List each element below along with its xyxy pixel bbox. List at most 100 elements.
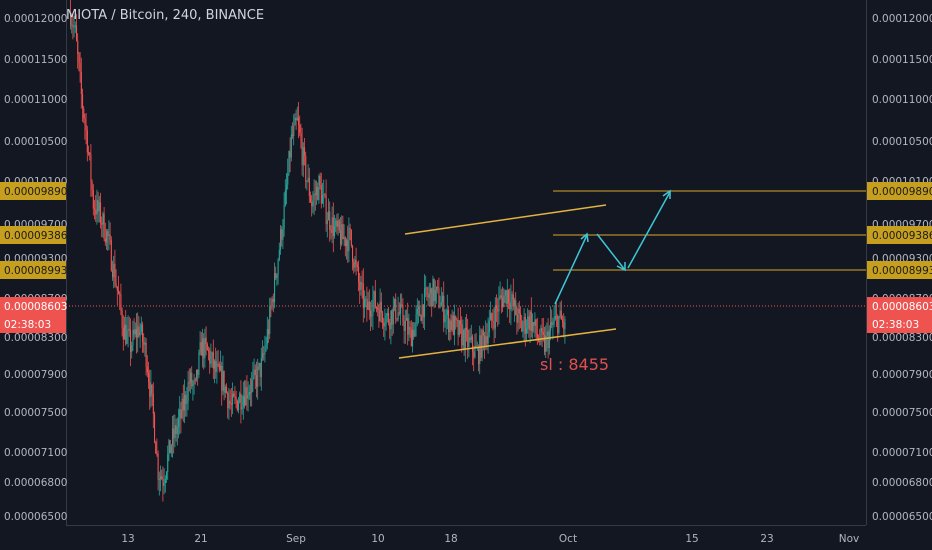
candle-body [266,329,268,345]
candle-body [448,309,450,333]
candle-body [83,108,85,119]
candle-body [413,330,415,337]
candle-body [400,304,402,314]
candle-body [97,199,99,212]
candle-body [198,352,200,375]
candle-body [472,336,474,352]
candle-body [232,393,234,405]
candle-body [541,327,543,333]
candle-body [268,329,270,335]
candle-body [364,299,366,308]
candle-body [415,314,417,324]
candle-body [150,384,152,397]
candle-body [265,344,267,348]
candle-body [385,315,387,324]
candle-body [235,397,237,401]
candle-body [421,304,423,321]
candle-body [542,332,544,335]
candle-body [119,294,121,296]
level-tag-2-right [867,226,932,244]
level-tag-2-right-text: 0.00009386 [872,230,932,242]
y-tick-right: 0.00008300 [872,332,932,344]
candle-body [484,335,486,346]
candle-body [182,398,184,411]
candle-body [409,327,411,330]
candle-body [359,281,361,290]
candle-body [430,288,432,294]
candle-body [310,196,312,202]
candle-body [302,147,304,166]
candle-body [346,240,348,247]
candle-body [146,366,148,373]
candle-body [175,425,177,434]
candle-body [250,392,252,394]
candle-body [94,208,96,210]
candle-body [390,310,392,330]
candle-body [355,259,357,265]
candle-body [469,337,471,340]
candle-body [389,322,391,330]
candle-body [526,328,528,334]
candle-body [222,370,224,391]
candle-body [474,345,476,358]
candle-body [293,125,295,137]
candle-body [286,184,288,191]
candle-body [418,306,420,310]
candle-body [282,228,284,240]
candle-body [204,337,206,359]
candle-body [145,342,147,367]
current-price-tag-right-box [867,297,932,333]
candle-body [257,366,259,387]
candle-body [502,298,504,307]
candle-body [476,347,478,349]
candle-body [296,117,298,121]
candle-body [492,320,494,323]
candle-body [340,230,342,245]
candle-body [486,336,488,344]
candle-body [379,301,381,322]
candle-body [324,194,326,196]
candle-body [160,476,162,479]
candle-body [270,306,272,308]
candle-body [259,363,261,378]
candle-body [260,357,262,378]
y-tick-right: 0.00011000 [872,94,932,106]
candle-body [155,442,157,454]
candle-body [137,326,139,338]
y-tick-left: 0.00006500 [4,511,67,523]
candle-body [278,249,280,260]
candle-body [518,308,520,314]
candle-body [384,323,386,327]
candle-body [377,307,379,311]
candle-body [191,372,193,387]
candle-body [317,187,319,200]
candle-body [512,294,514,307]
arrowhead-1-icon [580,232,589,243]
candle-body [240,393,242,410]
candle-body [419,306,421,316]
candle-body [215,360,217,372]
candle-body [444,319,446,323]
candle-body [248,392,250,396]
y-tick-right: 0.00011500 [872,54,932,66]
y-tick-left: 0.00007100 [4,447,67,459]
candle-body [256,375,258,387]
candle-body [523,316,525,327]
x-tick: 18 [444,533,457,545]
candle-body [326,220,328,225]
candle-body [275,272,277,279]
candle-body [209,351,211,364]
candle-body [176,426,178,434]
candle-body [299,124,301,133]
candle-body [410,329,412,347]
level-tag-1-left-text: 0.00009890 [4,186,67,198]
candle-body [551,322,553,325]
candle-body [353,262,355,268]
candle-body [412,330,414,347]
candle-body [244,396,246,406]
level-tag-3-right [867,261,932,279]
candle-body [401,304,403,306]
candle-body [280,229,282,250]
candle-body [184,394,186,411]
